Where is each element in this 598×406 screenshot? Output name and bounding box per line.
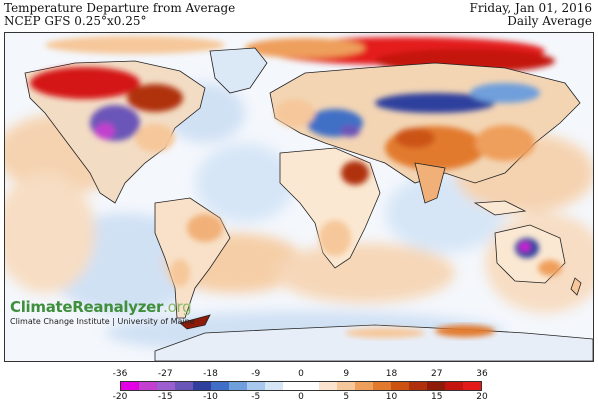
c-tick: 15 bbox=[431, 392, 443, 402]
color-swatch bbox=[337, 382, 355, 390]
logo-brand-suffix: .org bbox=[163, 298, 192, 316]
c-tick: -10 bbox=[203, 392, 218, 402]
color-swatch bbox=[157, 382, 175, 390]
color-swatch bbox=[445, 382, 463, 390]
color-swatch bbox=[301, 382, 319, 390]
temperature-anomaly-map bbox=[4, 32, 594, 362]
color-swatch bbox=[355, 382, 373, 390]
map-title: Temperature Departure from Average bbox=[4, 1, 236, 15]
color-swatch bbox=[121, 382, 139, 390]
color-swatch bbox=[373, 382, 391, 390]
color-swatch bbox=[175, 382, 193, 390]
logo-subtitle: Climate Change Institute | University of… bbox=[10, 317, 195, 326]
climate-reanalyzer-logo: ClimateReanalyzer.org Climate Change Ins… bbox=[10, 298, 195, 326]
c-tick: -5 bbox=[251, 392, 261, 402]
f-tick: 27 bbox=[431, 369, 443, 379]
f-tick: 18 bbox=[385, 369, 398, 379]
product-label: Daily Average bbox=[507, 14, 592, 28]
logo-brand-main: ClimateReanalyzer bbox=[10, 298, 164, 316]
color-swatch bbox=[409, 382, 427, 390]
color-swatch bbox=[319, 382, 337, 390]
color-swatch bbox=[283, 382, 301, 390]
c-tick: -15 bbox=[157, 392, 173, 402]
c-tick: 0 bbox=[298, 392, 304, 402]
color-swatch bbox=[247, 382, 265, 390]
model-label: NCEP GFS 0.25°x0.25° bbox=[4, 14, 147, 28]
c-tick: 10 bbox=[385, 392, 398, 402]
color-swatch bbox=[427, 382, 445, 390]
color-scale-bar bbox=[120, 381, 482, 391]
f-tick: 0 bbox=[298, 369, 304, 379]
color-swatch bbox=[391, 382, 409, 390]
color-swatch bbox=[265, 382, 283, 390]
f-tick: 9 bbox=[343, 369, 350, 379]
c-tick: 20 bbox=[476, 392, 488, 402]
color-swatch bbox=[229, 382, 247, 390]
f-tick: -36 bbox=[112, 369, 128, 379]
map-svg bbox=[5, 33, 593, 361]
date-label: Friday, Jan 01, 2016 bbox=[469, 1, 593, 15]
color-swatch bbox=[211, 382, 229, 390]
color-swatch bbox=[139, 382, 157, 390]
c-tick: -20 bbox=[112, 392, 128, 402]
f-tick: 36 bbox=[476, 369, 488, 379]
color-legend: -36 -27 -18 -9 0 9 18 27 36 -20 -15 -10 -5 0 5 10 15 20 bbox=[100, 369, 500, 405]
color-swatch bbox=[193, 382, 211, 390]
c-tick: 5 bbox=[343, 392, 350, 402]
f-tick: -27 bbox=[157, 369, 173, 379]
f-tick: -9 bbox=[251, 369, 261, 379]
color-swatch bbox=[463, 382, 481, 390]
f-tick: -18 bbox=[203, 369, 218, 379]
